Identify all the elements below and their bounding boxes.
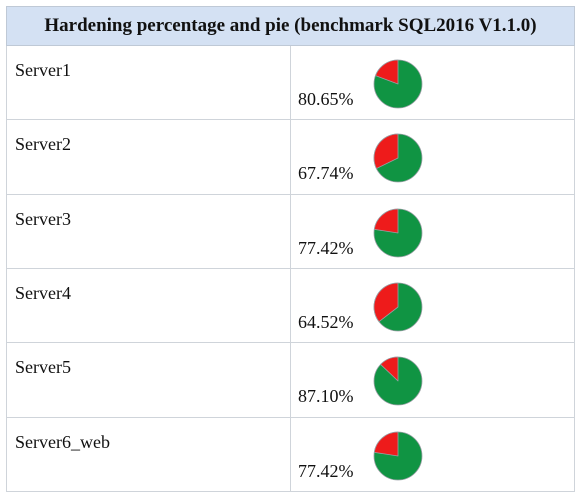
server-name: Server1 [15,60,71,80]
table-row: Server5 87.10% [6,342,575,418]
hardening-table: Hardening percentage and pie (benchmark … [6,6,575,493]
table-title: Hardening percentage and pie (benchmark … [6,6,575,46]
server-name: Server5 [15,357,71,378]
table-row: Server2 67.74% [6,119,575,195]
pie-chart [373,208,423,258]
pie-slice-not-hardened [373,208,399,234]
pie-chart [373,59,423,109]
value-cell: 77.42% [290,193,575,269]
table-row: Server3 77.42% [6,193,575,269]
table-row: Server1 80.65% [6,44,575,121]
pie-slice-not-hardened [375,59,399,85]
server-name: Server2 [15,134,71,155]
percentage-label: 80.65% [298,89,354,109]
server-cell: Server1 [6,44,291,121]
pie-chart [373,356,423,406]
server-cell: Server5 [6,342,291,418]
percentage-label: 77.42% [298,460,354,481]
pie-slice-not-hardened [373,431,399,457]
pie-slice-not-hardened [380,356,399,382]
table-row: Server6_web 77.42% [6,416,575,493]
table-row: Server4 64.52% [6,267,575,344]
server-cell: Server3 [6,193,291,269]
percentage-label: 77.42% [298,237,354,258]
server-cell: Server6_web [6,416,291,493]
value-cell: 77.42% [290,416,575,493]
server-name: Server3 [15,208,71,229]
server-cell: Server2 [6,119,291,195]
value-cell: 80.65% [290,44,575,121]
percentage-label: 64.52% [298,311,354,332]
pie-chart [373,431,423,481]
pie-slice-not-hardened [373,282,399,323]
server-cell: Server4 [6,267,291,344]
server-name: Server4 [15,282,71,303]
table-header-row: Hardening percentage and pie (benchmark … [6,6,575,46]
pie-chart [373,282,423,332]
value-cell: 87.10% [290,342,575,418]
table-body: Server1 80.65% Server2 67.74% Server3 77… [6,44,575,493]
pie-slice-not-hardened [373,133,399,170]
value-cell: 64.52% [290,267,575,344]
value-cell: 67.74% [290,119,575,195]
percentage-label: 87.10% [298,386,354,407]
percentage-label: 67.74% [298,163,354,184]
pie-chart [373,133,423,183]
server-name: Server6_web [15,431,110,452]
